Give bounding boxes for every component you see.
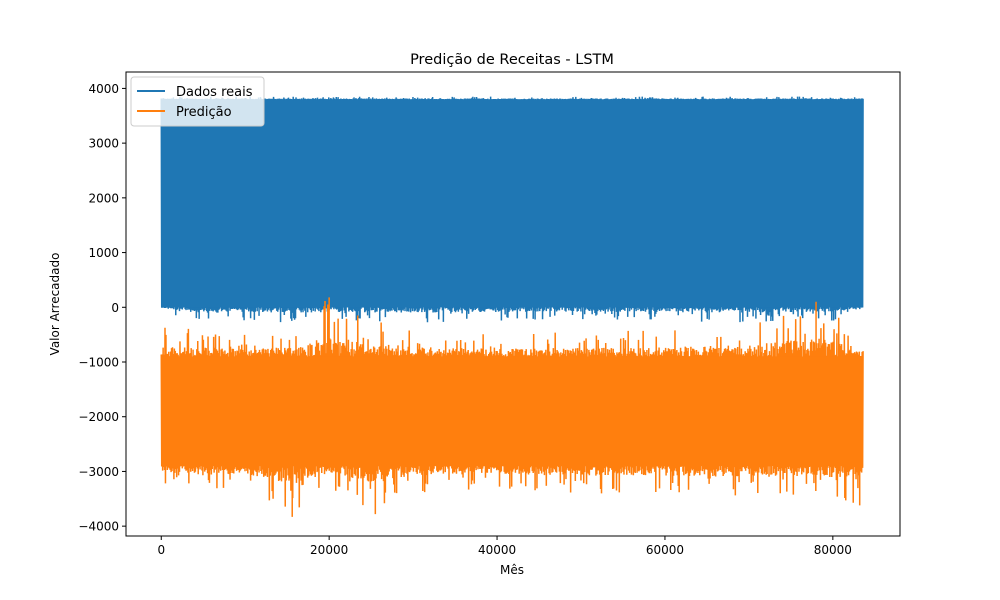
x-axis: 0 20000 40000 60000 80000 [157, 536, 852, 557]
y-tick-label: −1000 [78, 356, 119, 370]
x-tick-label: 0 [157, 543, 165, 557]
y-tick-label: 4000 [88, 82, 119, 96]
y-tick-label: 1000 [88, 246, 119, 260]
plot-frame [125, 71, 901, 537]
series-predicao [160, 297, 864, 517]
series-core-band [161, 99, 864, 308]
plot-area [160, 96, 864, 517]
legend: Dados reais Predição [130, 76, 265, 127]
y-tick-label: −2000 [78, 410, 119, 424]
legend-box [130, 76, 265, 127]
x-tick-label: 40000 [478, 543, 516, 557]
y-axis-title: Valor Arrecadado [48, 253, 62, 356]
series-layer [160, 96, 864, 517]
y-tick-label: 3000 [88, 137, 119, 151]
series-dados-reais [160, 96, 864, 323]
y-tick-label: 0 [111, 301, 119, 315]
y-tick-label: −3000 [78, 465, 119, 479]
y-tick-label: −4000 [78, 520, 119, 534]
legend-label-dados-reais: Dados reais [176, 85, 253, 100]
series-core-band [161, 356, 864, 466]
x-tick-label: 60000 [646, 543, 684, 557]
y-tick-label: 2000 [88, 191, 119, 205]
x-axis-title: Mês [500, 563, 524, 577]
x-tick-label: 80000 [814, 543, 852, 557]
y-axis: 4000 3000 2000 1000 0 −1000 −2000 −3000 −4000 [78, 82, 126, 534]
x-tick-label: 20000 [310, 543, 348, 557]
chart-title: Predição de Receitas - LSTM [410, 52, 614, 68]
legend-label-predicao: Predição [176, 105, 232, 120]
